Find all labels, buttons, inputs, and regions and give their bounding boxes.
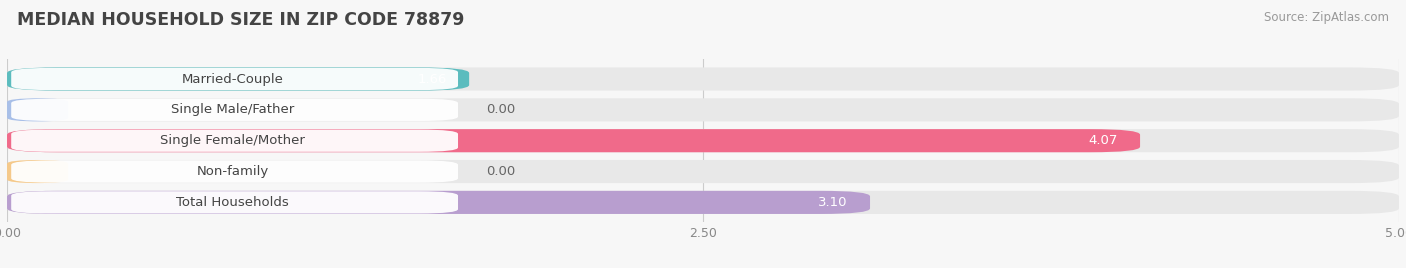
Text: 1.66: 1.66 — [418, 73, 447, 85]
FancyBboxPatch shape — [11, 161, 458, 183]
FancyBboxPatch shape — [7, 191, 870, 214]
FancyBboxPatch shape — [7, 129, 1399, 152]
Text: Total Households: Total Households — [176, 196, 288, 209]
FancyBboxPatch shape — [11, 99, 458, 121]
Text: Married-Couple: Married-Couple — [181, 73, 284, 85]
Text: 0.00: 0.00 — [486, 165, 515, 178]
FancyBboxPatch shape — [7, 98, 1399, 121]
FancyBboxPatch shape — [11, 68, 458, 90]
FancyBboxPatch shape — [7, 68, 1399, 91]
FancyBboxPatch shape — [7, 68, 470, 91]
Text: Single Female/Mother: Single Female/Mother — [160, 134, 305, 147]
FancyBboxPatch shape — [7, 129, 1140, 152]
FancyBboxPatch shape — [11, 191, 458, 214]
Text: 0.00: 0.00 — [486, 103, 515, 116]
FancyBboxPatch shape — [7, 160, 1399, 183]
Text: Non-family: Non-family — [197, 165, 269, 178]
FancyBboxPatch shape — [11, 130, 458, 152]
Text: 3.10: 3.10 — [818, 196, 848, 209]
Text: Single Male/Father: Single Male/Father — [172, 103, 294, 116]
Text: MEDIAN HOUSEHOLD SIZE IN ZIP CODE 78879: MEDIAN HOUSEHOLD SIZE IN ZIP CODE 78879 — [17, 11, 464, 29]
Text: 4.07: 4.07 — [1088, 134, 1118, 147]
FancyBboxPatch shape — [7, 160, 69, 183]
Text: Source: ZipAtlas.com: Source: ZipAtlas.com — [1264, 11, 1389, 24]
FancyBboxPatch shape — [7, 98, 69, 121]
FancyBboxPatch shape — [7, 191, 1399, 214]
